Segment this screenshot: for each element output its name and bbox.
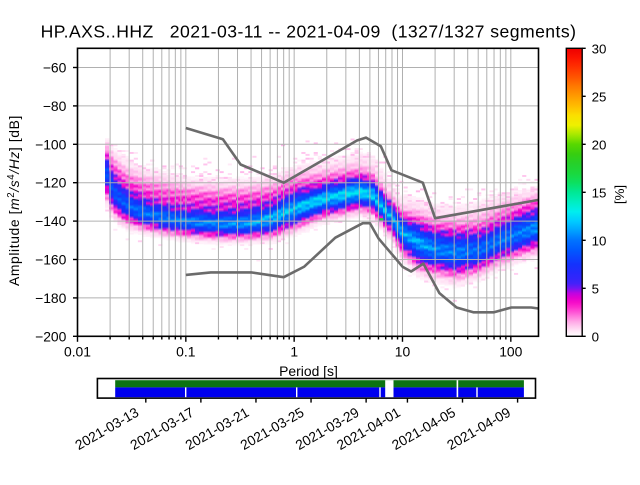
svg-text:5: 5: [592, 281, 599, 296]
svg-text:100: 100: [499, 343, 522, 359]
svg-text:HP.AXS..HHZ 2021-03-11 -- 20: HP.AXS..HHZ 2021-03-11 -- 2021-04-09 (13…: [41, 22, 577, 42]
svg-text:Amplitude [m2/s4/Hz] [dB]: Amplitude [m2/s4/Hz] [dB]: [6, 115, 22, 286]
svg-text:15: 15: [592, 185, 607, 200]
svg-text:Period [s]: Period [s]: [279, 363, 338, 379]
svg-text:30: 30: [592, 41, 607, 56]
svg-text:0: 0: [592, 329, 599, 344]
svg-text:0.01: 0.01: [64, 343, 91, 359]
svg-text:−180: −180: [35, 290, 67, 306]
svg-text:−120: −120: [35, 175, 67, 191]
svg-text:20: 20: [592, 137, 607, 152]
svg-text:0.1: 0.1: [176, 343, 196, 359]
svg-text:10: 10: [592, 233, 607, 248]
svg-text:1: 1: [290, 343, 298, 359]
svg-text:25: 25: [592, 89, 607, 104]
svg-text:−100: −100: [35, 136, 67, 152]
svg-text:[%]: [%]: [612, 185, 627, 204]
svg-text:−160: −160: [35, 252, 67, 268]
svg-text:−200: −200: [35, 328, 67, 344]
svg-text:10: 10: [395, 343, 411, 359]
svg-text:−80: −80: [43, 98, 67, 114]
svg-text:−140: −140: [35, 213, 67, 229]
svg-text:−60: −60: [43, 60, 67, 76]
